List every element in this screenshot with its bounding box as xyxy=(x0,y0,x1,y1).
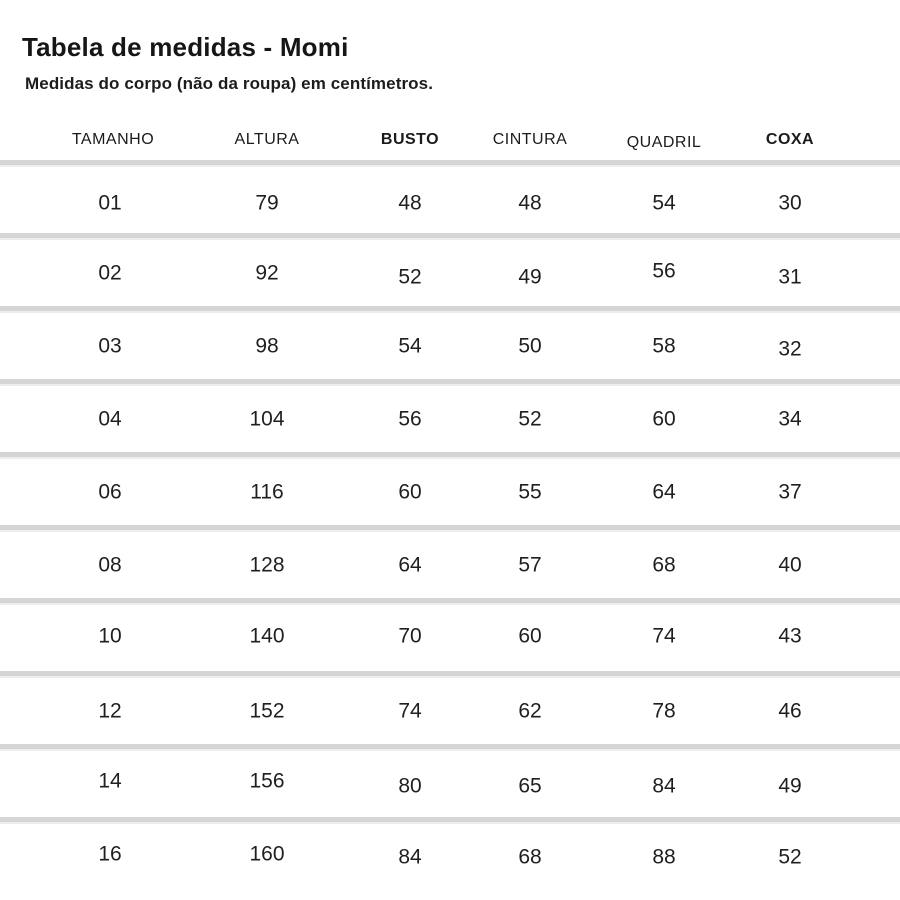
cell-quadril: 78 xyxy=(652,699,676,723)
cell-cintura: 62 xyxy=(518,699,542,723)
table-row: 12 152 74 62 78 46 xyxy=(0,671,900,744)
cell-tamanho: 01 xyxy=(98,191,122,215)
table-row: 08 128 64 57 68 40 xyxy=(0,525,900,598)
cell-cintura: 48 xyxy=(518,191,542,215)
cell-busto: 52 xyxy=(398,265,422,289)
cell-coxa: 46 xyxy=(778,699,802,723)
cell-tamanho: 16 xyxy=(98,842,122,866)
cell-busto: 74 xyxy=(398,699,422,723)
table-row: 04 104 56 52 60 34 xyxy=(0,379,900,452)
cell-coxa: 40 xyxy=(778,553,802,577)
cell-quadril: 88 xyxy=(652,845,676,869)
cell-busto: 84 xyxy=(398,845,422,869)
cell-tamanho: 14 xyxy=(98,769,122,793)
header-cell-altura: ALTURA xyxy=(234,131,300,148)
cell-coxa: 49 xyxy=(778,774,802,798)
row-divider xyxy=(0,817,900,824)
header-cell-cintura: CINTURA xyxy=(492,131,568,148)
cell-cintura: 65 xyxy=(518,774,542,798)
cell-tamanho: 06 xyxy=(98,480,122,504)
cell-coxa: 37 xyxy=(778,480,802,504)
header-cell-tamanho: TAMANHO xyxy=(71,131,155,148)
table-row: 02 92 52 49 56 31 xyxy=(0,233,900,306)
cell-altura: 104 xyxy=(249,407,285,431)
table-row: 03 98 54 50 58 32 xyxy=(0,306,900,379)
cell-busto: 60 xyxy=(398,480,422,504)
table-row: 06 116 60 55 64 37 xyxy=(0,452,900,525)
cell-quadril: 60 xyxy=(652,407,676,431)
cell-busto: 64 xyxy=(398,553,422,577)
page-title: Tabela de medidas - Momi xyxy=(22,32,349,62)
page-subtitle: Medidas do corpo (não da roupa) em centí… xyxy=(25,74,434,93)
cell-coxa: 30 xyxy=(778,191,802,215)
table-row: 14 156 80 65 84 49 xyxy=(0,744,900,817)
row-divider xyxy=(0,233,900,240)
cell-tamanho: 04 xyxy=(98,407,122,431)
row-divider xyxy=(0,744,900,751)
row-divider xyxy=(0,671,900,678)
cell-quadril: 68 xyxy=(652,553,676,577)
row-divider xyxy=(0,379,900,386)
cell-coxa: 32 xyxy=(778,337,802,361)
row-divider xyxy=(0,525,900,532)
cell-altura: 92 xyxy=(255,261,279,285)
cell-coxa: 31 xyxy=(778,265,802,289)
cell-tamanho: 10 xyxy=(98,624,122,648)
header-cell-busto: BUSTO xyxy=(380,131,440,148)
cell-quadril: 58 xyxy=(652,334,676,358)
header-cell-quadril: QUADRIL xyxy=(626,134,702,151)
table-row: 10 140 70 60 74 43 xyxy=(0,598,900,671)
table-header: TAMANHO ALTURA BUSTO CINTURA QUADRIL COX… xyxy=(0,0,900,160)
cell-cintura: 60 xyxy=(518,624,542,648)
cell-coxa: 34 xyxy=(778,407,802,431)
row-divider xyxy=(0,452,900,459)
row-divider xyxy=(0,598,900,605)
cell-tamanho: 08 xyxy=(98,553,122,577)
cell-tamanho: 02 xyxy=(98,261,122,285)
cell-quadril: 54 xyxy=(652,191,676,215)
cell-altura: 98 xyxy=(255,334,279,358)
table-row: 16 160 84 68 88 52 xyxy=(0,817,900,890)
cell-altura: 156 xyxy=(249,769,285,793)
cell-coxa: 52 xyxy=(778,845,802,869)
row-divider xyxy=(0,306,900,313)
cell-tamanho: 03 xyxy=(98,334,122,358)
table-row: 01 79 48 48 54 30 xyxy=(0,160,900,233)
cell-quadril: 84 xyxy=(652,774,676,798)
cell-quadril: 56 xyxy=(652,259,676,283)
cell-busto: 56 xyxy=(398,407,422,431)
cell-cintura: 55 xyxy=(518,480,542,504)
cell-busto: 48 xyxy=(398,191,422,215)
cell-altura: 140 xyxy=(249,624,285,648)
cell-cintura: 52 xyxy=(518,407,542,431)
cell-cintura: 50 xyxy=(518,334,542,358)
cell-altura: 79 xyxy=(255,191,279,215)
cell-busto: 54 xyxy=(398,334,422,358)
cell-quadril: 64 xyxy=(652,480,676,504)
cell-altura: 152 xyxy=(249,699,285,723)
cell-altura: 128 xyxy=(249,553,285,577)
cell-busto: 70 xyxy=(398,624,422,648)
cell-cintura: 68 xyxy=(518,845,542,869)
cell-cintura: 57 xyxy=(518,553,542,577)
cell-busto: 80 xyxy=(398,774,422,798)
cell-coxa: 43 xyxy=(778,624,802,648)
row-divider xyxy=(0,160,900,167)
size-table-body: 01 79 48 48 54 30 02 92 52 49 56 31 03 9… xyxy=(0,160,900,890)
cell-cintura: 49 xyxy=(518,265,542,289)
cell-quadril: 74 xyxy=(652,624,676,648)
header-cell-coxa: COXA xyxy=(765,131,815,148)
cell-altura: 160 xyxy=(249,842,285,866)
cell-altura: 116 xyxy=(250,480,284,504)
cell-tamanho: 12 xyxy=(98,699,122,723)
